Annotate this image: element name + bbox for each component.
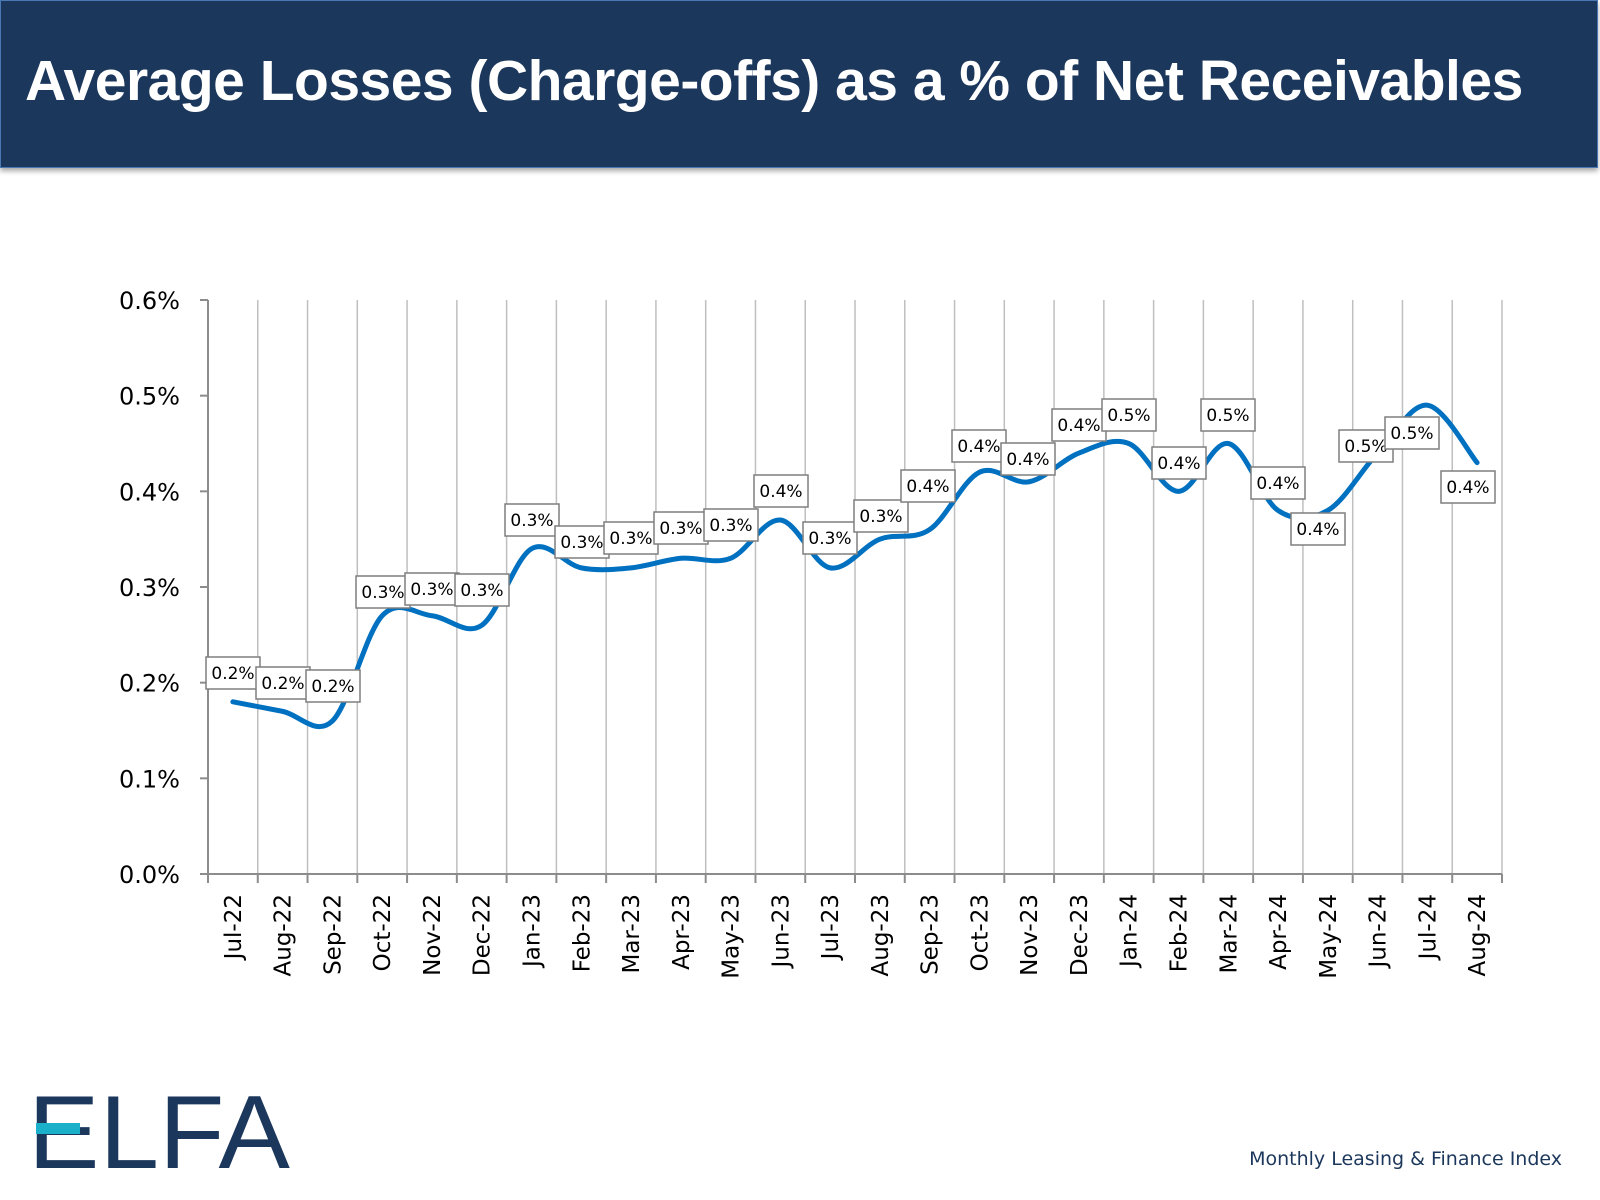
data-label-box	[1101, 398, 1157, 432]
data-label-box	[255, 666, 311, 700]
x-tick-label: Aug-23	[868, 894, 894, 976]
data-label-box	[1000, 442, 1056, 476]
x-tick-label: Aug-22	[271, 894, 297, 976]
data-label-box	[802, 521, 858, 555]
data-label-box	[1384, 416, 1440, 450]
footer-tagline: Monthly Leasing & Finance Index	[1249, 1148, 1562, 1170]
x-tick-label: Dec-23	[1067, 894, 1093, 976]
data-label: 0.4%	[1057, 416, 1100, 436]
data-label-box	[305, 669, 361, 703]
y-tick-label: 0.6%	[119, 287, 180, 315]
data-label: 0.5%	[1206, 406, 1249, 426]
data-label: 0.4%	[906, 477, 949, 497]
y-tick-label: 0.5%	[119, 383, 180, 411]
data-label-box	[1290, 512, 1346, 546]
data-label-box	[1051, 408, 1107, 442]
x-tick-label: Aug-24	[1465, 894, 1491, 976]
x-tick-label: Jul-23	[818, 894, 844, 961]
data-line	[230, 402, 1480, 730]
x-tick-label: Jan-23	[520, 894, 546, 969]
data-label-box	[454, 573, 510, 607]
data-label-box	[1151, 446, 1207, 480]
y-tick-label: 0.2%	[119, 670, 180, 698]
x-tick-label: Jun-24	[1366, 894, 1392, 970]
data-label: 0.4%	[1256, 474, 1299, 494]
data-label: 0.5%	[1344, 437, 1387, 457]
x-tick-label: Sep-22	[320, 894, 346, 975]
y-tick-label: 0.0%	[119, 861, 180, 889]
data-label: 0.3%	[560, 533, 603, 553]
data-label: 0.3%	[510, 511, 553, 531]
x-tick-label: Sep-23	[918, 894, 944, 975]
x-tick-label: Jan-24	[1117, 894, 1143, 969]
data-label-box	[853, 499, 909, 533]
x-tick-label: May-23	[719, 894, 745, 979]
data-label-box	[753, 474, 809, 508]
data-label: 0.3%	[609, 529, 652, 549]
data-label: 0.3%	[709, 516, 752, 536]
data-label: 0.2%	[211, 664, 254, 684]
data-label-box	[951, 429, 1007, 463]
data-label-box	[1250, 466, 1306, 500]
x-tick-label: Nov-23	[1017, 894, 1043, 976]
page-title: Average Losses (Charge-offs) as a % of N…	[25, 49, 1523, 113]
x-tick-label: Mar-23	[619, 894, 645, 974]
data-label: 0.3%	[859, 507, 902, 527]
data-label-box	[900, 469, 956, 503]
title-banner: Average Losses (Charge-offs) as a % of N…	[0, 0, 1598, 168]
elfa-logo: ELFA	[28, 1075, 291, 1191]
data-label-box	[355, 575, 411, 609]
x-tick-label: Oct-22	[370, 894, 396, 971]
data-label: 0.5%	[1107, 406, 1150, 426]
x-tick-label: Apr-24	[1266, 894, 1292, 970]
data-label-box	[205, 656, 261, 690]
data-label: 0.5%	[1390, 424, 1433, 444]
data-label-box	[1440, 470, 1496, 504]
x-tick-label: Dec-22	[470, 894, 496, 976]
x-tick-label: May-24	[1316, 894, 1342, 979]
data-label-box	[1200, 398, 1256, 432]
data-label: 0.4%	[759, 482, 802, 502]
data-label: 0.3%	[460, 581, 503, 601]
data-label: 0.4%	[1296, 520, 1339, 540]
x-tick-label: Jun-23	[768, 894, 794, 970]
data-label: 0.4%	[957, 437, 1000, 457]
x-tick-label: Jul-22	[221, 894, 247, 961]
x-tick-label: Mar-24	[1216, 894, 1242, 974]
data-label: 0.2%	[311, 677, 354, 697]
logo-teal-bar	[36, 1123, 80, 1134]
x-tick-label: Oct-23	[967, 894, 993, 971]
y-tick-label: 0.1%	[119, 765, 180, 793]
data-label-box	[653, 511, 709, 545]
x-tick-label: Jul-24	[1415, 894, 1441, 961]
data-label: 0.3%	[808, 529, 851, 549]
y-tick-label: 0.4%	[119, 478, 180, 506]
data-label: 0.3%	[659, 519, 702, 539]
data-label-box	[1338, 429, 1394, 463]
x-tick-label: Feb-24	[1167, 894, 1193, 972]
data-label: 0.4%	[1006, 450, 1049, 470]
data-label: 0.2%	[261, 674, 304, 694]
data-label-box	[504, 503, 560, 537]
data-label: 0.4%	[1157, 454, 1200, 474]
x-tick-label: Feb-23	[569, 894, 595, 972]
data-label: 0.4%	[1446, 478, 1489, 498]
data-label-box	[703, 508, 759, 542]
y-tick-label: 0.3%	[119, 574, 180, 602]
x-tick-label: Apr-23	[669, 894, 695, 970]
x-tick-label: Nov-22	[420, 894, 446, 976]
data-label: 0.3%	[361, 583, 404, 603]
data-label: 0.3%	[410, 580, 453, 600]
data-label-box	[404, 572, 460, 606]
data-label-box	[554, 525, 610, 559]
